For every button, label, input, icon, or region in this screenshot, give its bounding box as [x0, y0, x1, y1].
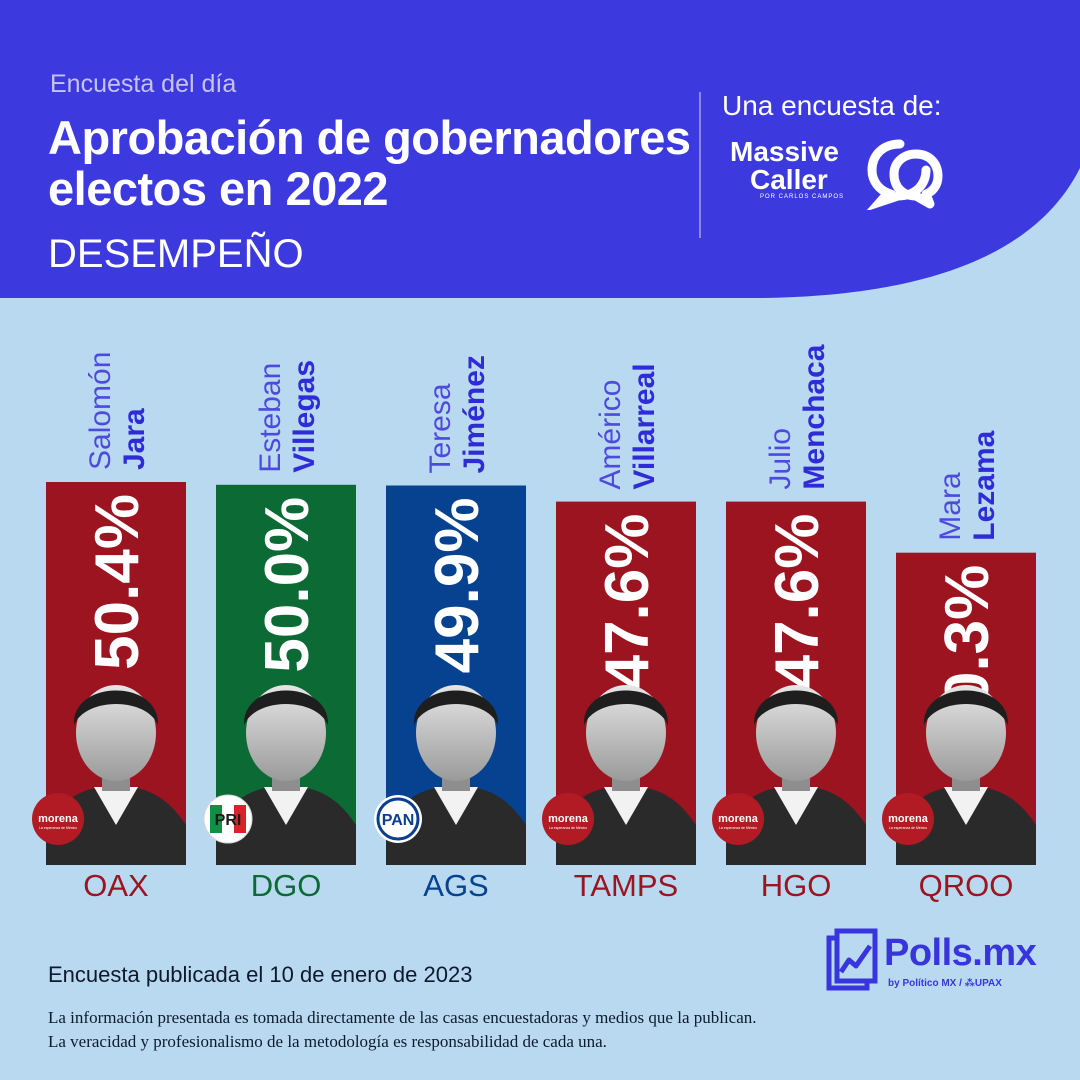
morena-logo-tagline: La esperanza de México: [39, 826, 77, 830]
morena-logo-text: morena: [888, 813, 929, 825]
candidate-first-name: Salomón: [84, 352, 117, 470]
morena-logo-tagline: La esperanza de México: [719, 826, 757, 830]
candidate-portrait-dgo: [216, 685, 356, 865]
morena-logo-tagline: La esperanza de México: [549, 826, 587, 830]
candidate-portrait-ags: [386, 685, 526, 865]
pan-logo-text: PAN: [382, 812, 415, 829]
polls-chart-icon: [826, 928, 878, 991]
chart-title: Aprobación de gobernadores electos en 20…: [48, 111, 691, 215]
polls-brand-name: Polls.mx: [884, 932, 1037, 974]
candidate-first-name: Teresa: [424, 383, 457, 473]
state-label-tamps: TAMPS: [574, 868, 679, 903]
morena-logo-text: morena: [718, 813, 759, 825]
candidate-portrait-qroo: [896, 685, 1036, 865]
state-label-ags: AGS: [423, 868, 488, 903]
party-logo-pan-ags: PAN: [374, 795, 422, 843]
candidate-last-name: Lezama: [968, 430, 1001, 540]
state-label-dgo: DGO: [251, 868, 322, 903]
header-banner: [0, 0, 1080, 298]
candidate-first-name: Julio: [764, 428, 797, 490]
pri-logo-text: PRI: [215, 812, 242, 829]
state-label-qroo: QROO: [919, 868, 1014, 903]
polls-mx-logo: Polls.mx by Político MX / ⁂UPAX: [826, 926, 1046, 1000]
speech-bubbles-icon: [866, 139, 943, 210]
value-label-hgo: 47.6%: [763, 514, 832, 690]
pollster-name-line2: Caller: [750, 164, 828, 195]
source-label: Una encuesta de:: [722, 90, 942, 121]
candidate-last-name: Villegas: [288, 360, 321, 473]
morena-logo-text: morena: [548, 813, 589, 825]
publication-date-note: Encuesta publicada el 10 de enero de 202…: [48, 962, 473, 987]
disclaimer-line-2: La veracidad y profesionalismo de la met…: [48, 1032, 607, 1051]
party-logo-pri-dgo: PRI: [203, 794, 253, 844]
morena-logo-text: morena: [38, 813, 79, 825]
candidate-first-name: Américo: [594, 380, 627, 490]
massive-caller-logo: Massive Caller POR CARLOS CAMPOS: [728, 136, 948, 212]
state-label-hgo: HGO: [761, 868, 832, 903]
candidate-portrait-oax: [46, 685, 186, 865]
candidate-last-name: Jiménez: [458, 355, 491, 473]
candidate-first-name: Esteban: [254, 363, 287, 473]
value-label-tamps: 47.6%: [593, 514, 662, 690]
candidate-portrait-tamps: [556, 685, 696, 865]
candidate-last-name: Jara: [118, 408, 151, 470]
value-label-oax: 50.4%: [83, 494, 152, 670]
value-label-ags: 49.9%: [423, 498, 492, 674]
pollster-tagline: POR CARLOS CAMPOS: [760, 194, 845, 200]
candidate-first-name: Mara: [934, 472, 967, 541]
state-label-oax: OAX: [83, 868, 149, 903]
value-label-dgo: 50.0%: [253, 497, 322, 673]
polls-byline: by Político MX / ⁂UPAX: [888, 978, 1002, 989]
header-divider: [699, 92, 701, 238]
disclaimer-line-1: La información presentada es tomada dire…: [48, 1008, 757, 1027]
kicker-text: Encuesta del día: [50, 70, 237, 98]
chart-subtitle: DESEMPEÑO: [48, 232, 304, 276]
candidate-last-name: Menchaca: [798, 344, 831, 489]
pollster-name-line1: Massive: [730, 136, 839, 167]
candidate-portrait-hgo: [726, 685, 866, 865]
candidate-last-name: Villarreal: [628, 363, 661, 489]
morena-logo-tagline: La esperanza de México: [889, 826, 927, 830]
